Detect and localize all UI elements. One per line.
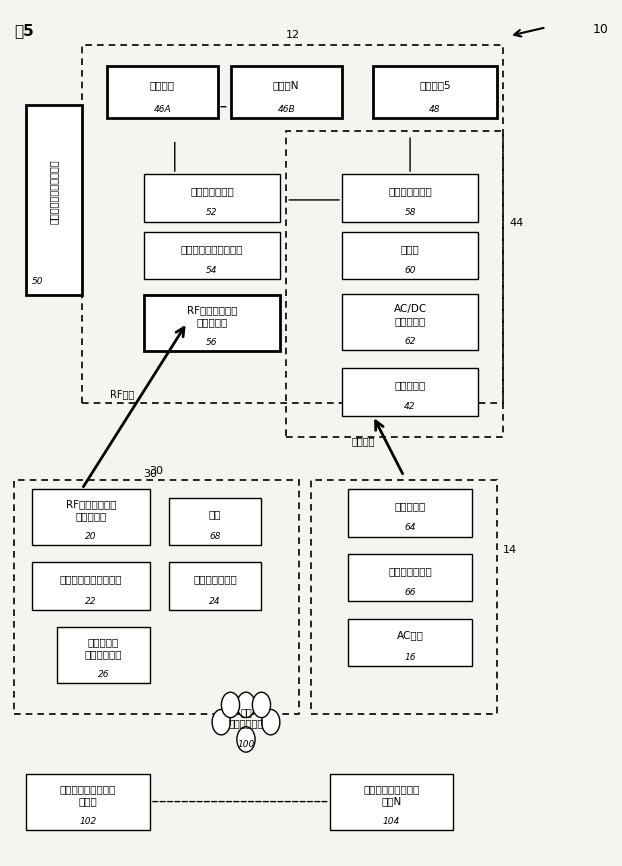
FancyBboxPatch shape [26,774,150,830]
Circle shape [237,727,255,753]
Text: スタータ5: スタータ5 [419,81,451,90]
FancyBboxPatch shape [348,489,472,537]
FancyBboxPatch shape [144,295,280,351]
Text: 22: 22 [85,597,97,605]
Text: 46B: 46B [277,105,295,113]
Text: 48: 48 [429,105,440,113]
Text: 誘導充電: 誘導充電 [352,436,376,447]
Text: 54: 54 [206,266,218,275]
FancyBboxPatch shape [144,232,280,280]
FancyBboxPatch shape [231,66,342,118]
Text: RFトランシーバ
＆アンテナ: RFトランシーバ ＆アンテナ [66,500,116,521]
FancyBboxPatch shape [330,774,453,830]
Text: 電池プロテクタ: 電池プロテクタ [193,574,237,585]
Text: 42: 42 [404,403,416,411]
FancyBboxPatch shape [26,105,82,295]
Text: 電力コンバータ: 電力コンバータ [388,565,432,576]
Text: 50: 50 [32,277,43,287]
Text: 16: 16 [404,653,416,662]
Text: 46A: 46A [154,105,171,113]
Text: RFトランシーバ
＆アンテナ: RFトランシーバ ＆アンテナ [187,305,237,326]
Text: 68: 68 [209,532,221,541]
FancyBboxPatch shape [348,618,472,666]
Text: 104: 104 [383,817,400,826]
Text: 20: 20 [85,532,97,541]
Text: 制御装置＆
インジケータ: 制御装置＆ インジケータ [85,637,123,659]
Text: モータ駆動装置: モータ駆動装置 [190,186,234,196]
Text: 100: 100 [238,740,254,749]
Circle shape [253,692,271,718]
Text: 56: 56 [206,338,218,346]
FancyBboxPatch shape [342,232,478,280]
Text: 図5: 図5 [14,23,34,38]
Text: 電池プロテクタ: 電池プロテクタ [388,186,432,196]
Text: 62: 62 [404,337,416,346]
Text: 誘導コイル: 誘導コイル [394,501,425,511]
Text: モータ１: モータ１ [150,81,175,90]
FancyBboxPatch shape [373,66,497,118]
Text: 26: 26 [98,670,109,679]
Text: 58: 58 [404,208,416,217]
Text: 無線
ネットワーク: 無線 ネットワーク [228,707,264,728]
Text: マイクロコントローラ: マイクロコントローラ [60,574,123,585]
Text: 互換性ネットワーク
装置１: 互換性ネットワーク 装置１ [60,785,116,806]
Text: 誘導コイル: 誘導コイル [394,380,425,390]
Text: 30: 30 [149,466,163,476]
FancyBboxPatch shape [32,489,150,546]
FancyBboxPatch shape [169,498,261,546]
Text: 10: 10 [592,23,608,36]
Circle shape [221,692,239,718]
FancyBboxPatch shape [342,174,478,222]
Text: 互換性ネットワーク
装置N: 互換性ネットワーク 装置N [363,785,420,806]
FancyBboxPatch shape [342,294,478,350]
Text: 66: 66 [404,588,416,597]
Circle shape [237,692,255,718]
Text: 30: 30 [143,469,157,479]
Text: 充電器: 充電器 [401,243,419,254]
FancyBboxPatch shape [32,563,150,610]
Text: 電池: 電池 [209,509,221,520]
Text: AC電源: AC電源 [397,630,424,641]
Text: 60: 60 [404,266,416,275]
FancyBboxPatch shape [169,563,261,610]
Text: 24: 24 [209,597,221,605]
Text: 102: 102 [80,817,96,826]
Text: 14: 14 [503,546,517,555]
FancyBboxPatch shape [57,627,150,683]
Text: マイクロコントローラ: マイクロコントローラ [180,243,243,254]
Circle shape [212,709,230,735]
Text: 52: 52 [206,208,218,217]
FancyBboxPatch shape [348,554,472,601]
FancyBboxPatch shape [144,174,280,222]
FancyBboxPatch shape [106,66,218,118]
Text: 制御装置＆インジケータ: 制御装置＆インジケータ [49,159,59,223]
Text: モータN: モータN [273,81,299,90]
Text: 64: 64 [404,523,416,533]
Text: AC/DC
コンバータ: AC/DC コンバータ [394,304,427,326]
Circle shape [262,709,280,735]
FancyBboxPatch shape [342,368,478,416]
Text: 44: 44 [509,218,523,228]
Text: RF信号: RF信号 [110,389,134,399]
Text: 12: 12 [285,30,299,40]
